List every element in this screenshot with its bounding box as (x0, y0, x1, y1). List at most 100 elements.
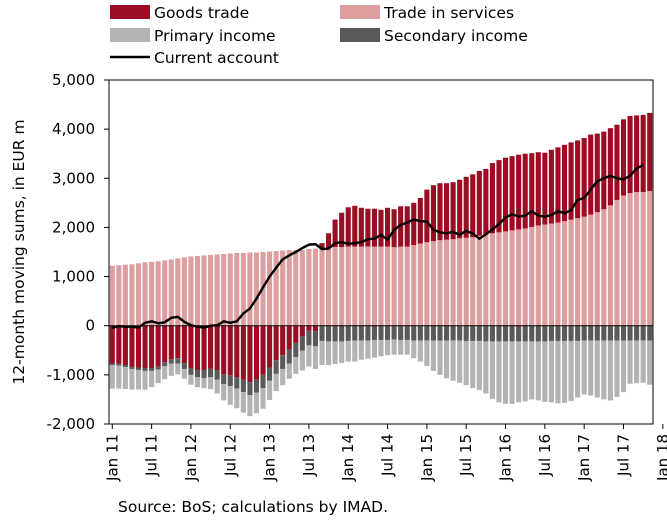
bar-goods-trade (614, 124, 620, 200)
legend: Goods trade Trade in services Primary in… (110, 4, 528, 67)
bar-goods-trade (443, 183, 450, 240)
bar-goods-trade (129, 325, 135, 367)
bar-trade-in-services (542, 224, 548, 326)
bar-goods-trade (188, 325, 194, 368)
bar-goods-trade (273, 325, 279, 361)
bar-goods-trade (109, 325, 115, 364)
bar-goods-trade (142, 325, 148, 368)
bar-trade-in-services (614, 199, 620, 326)
bar-trade-in-services (358, 246, 364, 326)
bar-secondary-income (247, 382, 253, 396)
bar-secondary-income (398, 325, 404, 340)
bar-primary-income (135, 369, 142, 390)
bar-primary-income (326, 341, 332, 366)
bar-primary-income (273, 373, 279, 392)
bar-primary-income (391, 339, 397, 355)
legend-label-current-account: Current account (154, 49, 279, 67)
bar-trade-in-services (404, 246, 410, 326)
bar-trade-in-services (529, 226, 535, 326)
bar-goods-trade (457, 179, 463, 239)
bar-primary-income (398, 339, 404, 355)
bar-secondary-income (620, 325, 627, 341)
x-tick-label: Jan 18 (654, 434, 667, 482)
bar-trade-in-services (548, 223, 554, 326)
bar-primary-income (575, 340, 581, 398)
bar-secondary-income (332, 325, 338, 342)
bar-trade-in-services (476, 235, 482, 326)
bar-secondary-income (326, 325, 332, 342)
bar-secondary-income (450, 325, 456, 341)
bar-primary-income (286, 363, 292, 379)
bar-secondary-income (535, 325, 541, 342)
bar-secondary-income (457, 325, 463, 341)
bar-primary-income (306, 345, 312, 367)
bar-secondary-income (122, 365, 128, 367)
bar-primary-income (188, 374, 194, 385)
bar-trade-in-services (647, 191, 653, 326)
bar-trade-in-services (214, 254, 220, 326)
bar-trade-in-services (142, 262, 148, 326)
bar-primary-income (260, 388, 266, 409)
bar-primary-income (561, 340, 568, 403)
bar-trade-in-services (522, 228, 528, 326)
bar-secondary-income (614, 325, 620, 341)
bar-goods-trade (299, 325, 305, 337)
bar-goods-trade (594, 133, 600, 213)
bar-primary-income (201, 378, 207, 389)
bar-goods-trade (476, 170, 482, 236)
bar-goods-trade (581, 137, 587, 217)
bar-primary-income (253, 392, 260, 414)
bar-primary-income (476, 340, 482, 391)
bar-primary-income (509, 341, 515, 404)
bar-trade-in-services (247, 252, 253, 326)
x-tick-label: Jan 12 (182, 434, 200, 482)
bar-trade-in-services (450, 239, 456, 326)
bar-secondary-income (371, 325, 377, 340)
bar-primary-income (411, 340, 417, 359)
bar-goods-trade (149, 325, 155, 368)
bar-secondary-income (588, 325, 594, 341)
bar-secondary-income (306, 330, 312, 346)
bar-goods-trade (483, 168, 489, 235)
bar-primary-income (280, 368, 286, 386)
x-tick-label: Jan 13 (261, 434, 279, 482)
bar-primary-income (620, 340, 627, 393)
bar-secondary-income (286, 349, 292, 364)
bar-primary-income (470, 340, 476, 389)
bar-secondary-income (529, 325, 535, 342)
bar-primary-income (142, 370, 148, 390)
bar-goods-trade (352, 205, 358, 247)
bar-primary-income (614, 340, 620, 397)
legend-label-secondary-income: Secondary income (384, 27, 528, 45)
x-tick-label: Jan 16 (497, 434, 515, 482)
x-tick-label: Jul 15 (457, 434, 475, 477)
bar-trade-in-services (188, 256, 194, 326)
bar-goods-trade (561, 144, 568, 222)
bar-trade-in-services (280, 250, 286, 326)
bar-goods-trade (181, 325, 187, 364)
bar-goods-trade (627, 115, 633, 194)
bar-primary-income (450, 340, 456, 381)
bar-trade-in-services (424, 242, 430, 326)
bar-primary-income (535, 341, 541, 401)
bar-trade-in-services (378, 246, 384, 326)
bar-primary-income (417, 340, 423, 362)
bar-goods-trade (293, 325, 299, 343)
bar-trade-in-services (489, 233, 495, 326)
bar-trade-in-services (339, 247, 345, 326)
bar-primary-income (489, 341, 495, 399)
bar-secondary-income (201, 369, 207, 379)
bar-trade-in-services (516, 229, 522, 326)
x-tick-label: Jan 14 (339, 434, 357, 482)
y-tick-label: -2,000 (47, 415, 95, 433)
bar-primary-income (116, 365, 122, 389)
legend-label-trade-in-services: Trade in services (383, 4, 514, 22)
bar-trade-in-services (365, 246, 371, 326)
legend-swatch-trade-in-services (340, 5, 380, 19)
bar-trade-in-services (306, 249, 312, 326)
bar-primary-income (516, 341, 522, 403)
bar-trade-in-services (312, 248, 319, 326)
bar-primary-income (352, 340, 358, 362)
bar-primary-income (588, 340, 594, 396)
bar-primary-income (385, 339, 391, 356)
